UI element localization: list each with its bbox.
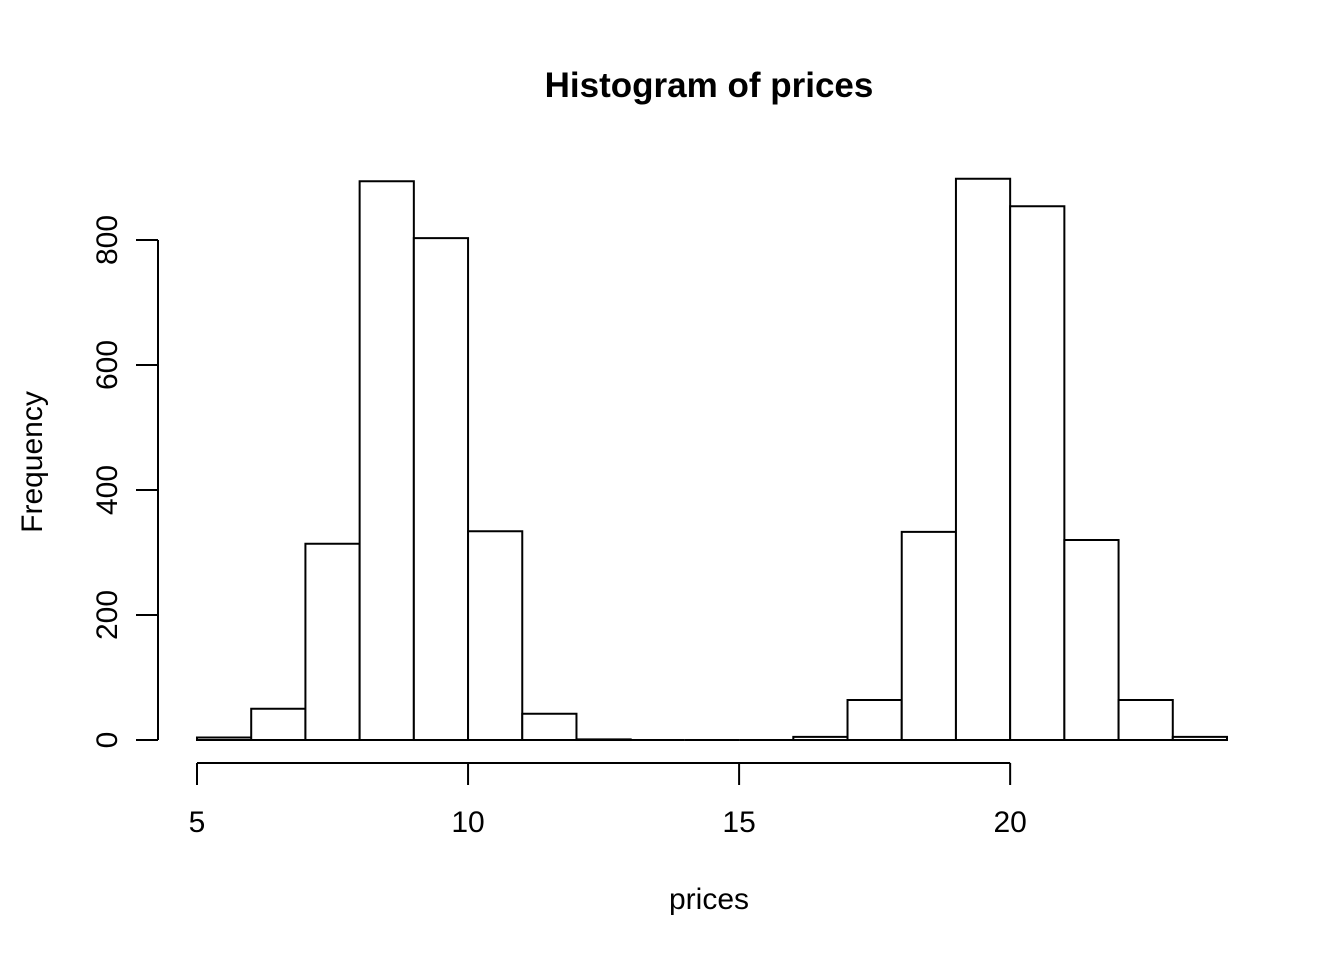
y-tick-label: 0 <box>91 732 124 749</box>
x-tick-label: 5 <box>189 806 206 839</box>
histogram-bar <box>1009 205 1066 741</box>
y-tick-label: 400 <box>91 465 124 515</box>
y-tick-label: 200 <box>91 590 124 640</box>
y-tick-label: 800 <box>91 215 124 265</box>
histogram-bar <box>575 738 632 742</box>
histogram-bar <box>467 530 524 741</box>
histogram-bar <box>846 699 903 741</box>
x-tick-label: 10 <box>451 806 484 839</box>
histogram-bar <box>954 177 1012 741</box>
y-tick-label: 600 <box>91 340 124 390</box>
histogram-bar <box>304 542 361 741</box>
histogram-bar <box>1171 735 1228 742</box>
histogram-bar <box>1063 539 1120 741</box>
histogram-bar <box>196 736 253 741</box>
histogram-bar <box>412 237 470 742</box>
histogram-bar <box>250 707 307 741</box>
histogram-bar <box>900 530 957 742</box>
histogram-bar <box>521 712 578 741</box>
histogram-bar <box>1117 699 1174 741</box>
x-tick-label: 20 <box>993 806 1026 839</box>
x-axis-label: prices <box>668 883 750 916</box>
chart-title: Histogram of prices <box>544 66 874 105</box>
histogram-bar <box>792 735 849 742</box>
histogram-bar <box>358 180 415 741</box>
x-tick-label: 15 <box>722 806 755 839</box>
